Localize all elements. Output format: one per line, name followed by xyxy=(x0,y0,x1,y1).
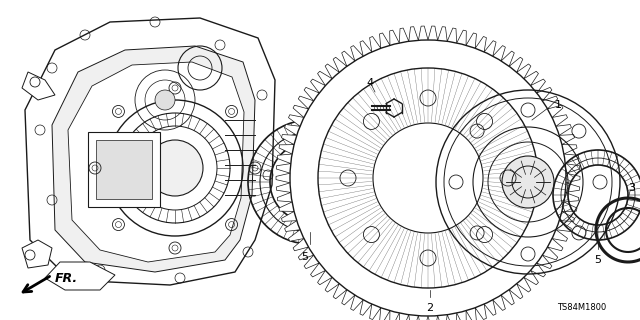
Text: 1: 1 xyxy=(554,100,561,110)
Circle shape xyxy=(155,90,175,110)
Polygon shape xyxy=(52,46,255,272)
Polygon shape xyxy=(276,26,580,320)
Polygon shape xyxy=(22,72,55,100)
Text: 4: 4 xyxy=(367,78,374,88)
Text: 5: 5 xyxy=(301,252,308,262)
Text: 5: 5 xyxy=(595,255,602,265)
Polygon shape xyxy=(45,262,115,290)
Text: 2: 2 xyxy=(426,303,433,313)
Bar xyxy=(96,140,152,199)
Text: FR.: FR. xyxy=(55,271,78,284)
Text: TS84M1800: TS84M1800 xyxy=(557,303,607,312)
Polygon shape xyxy=(22,240,52,268)
Circle shape xyxy=(502,156,554,208)
Polygon shape xyxy=(68,62,244,262)
Text: 3: 3 xyxy=(628,183,636,193)
Bar xyxy=(88,132,160,207)
Circle shape xyxy=(147,140,203,196)
Polygon shape xyxy=(25,18,275,285)
